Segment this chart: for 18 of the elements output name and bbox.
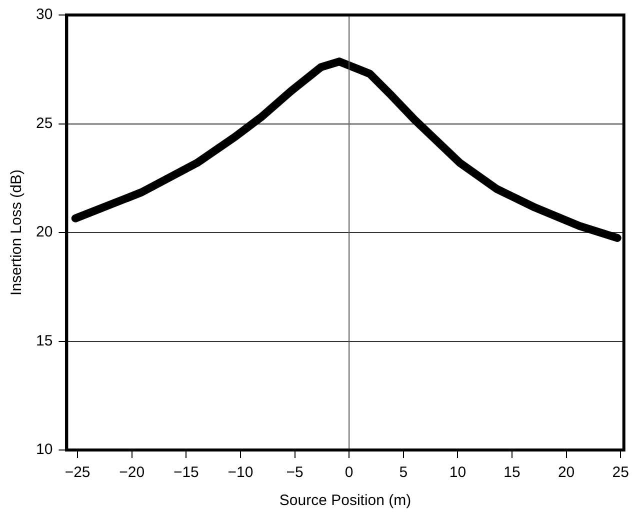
x-tick-label: 20 [558, 464, 575, 482]
x-tick-label: −5 [286, 464, 304, 482]
y-tick-label: 10 [36, 441, 53, 458]
x-tick-label: −25 [64, 464, 90, 482]
x-tick-label: 25 [612, 464, 629, 482]
x-tick-label: −20 [119, 464, 145, 482]
x-tick-label: −15 [173, 464, 199, 482]
y-axis-title: Insertion Loss (dB) [8, 170, 26, 296]
y-tick-label: 15 [36, 332, 53, 350]
x-tick-label: 5 [399, 464, 408, 482]
x-tick-label: 15 [504, 464, 520, 482]
y-tick-label: 25 [36, 114, 53, 132]
x-axis-title: Source Position (m) [279, 492, 412, 510]
x-tick-label: 10 [449, 464, 466, 482]
x-tick-label: −10 [228, 464, 254, 482]
x-tick-label: 0 [344, 464, 354, 482]
y-tick-label: 30 [36, 6, 53, 24]
y-tick-label: 20 [36, 224, 53, 241]
